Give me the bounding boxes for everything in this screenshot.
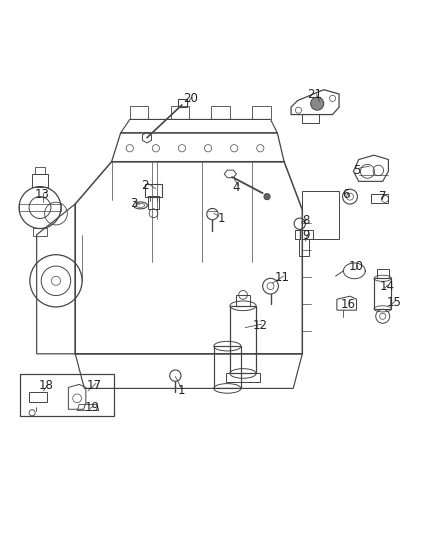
Text: 7: 7 [379,190,386,203]
Bar [35,167,45,174]
Text: 10: 10 [349,260,364,273]
Bar [212,106,230,119]
Circle shape [264,193,270,200]
Bar [33,228,46,236]
Text: 17: 17 [87,379,102,392]
Text: 14: 14 [380,280,395,293]
Text: 6: 6 [342,188,350,201]
Text: 9: 9 [303,229,310,243]
Text: 1: 1 [178,384,186,398]
Text: 19: 19 [85,401,100,414]
Text: 20: 20 [183,92,198,105]
Text: 1: 1 [217,212,225,225]
Bar [171,106,189,119]
Bar [19,204,61,211]
Text: 5: 5 [353,164,360,177]
Bar [29,392,46,402]
Text: 3: 3 [130,197,138,209]
Bar [377,269,389,278]
Bar [177,99,187,107]
Bar [32,174,48,187]
Bar [226,373,260,382]
Bar [374,278,392,309]
Text: 15: 15 [386,296,401,309]
Bar [148,196,159,209]
Bar [302,114,319,123]
Bar [130,106,148,119]
Bar [230,306,256,374]
Text: 13: 13 [35,188,49,201]
Circle shape [311,97,324,110]
Text: 11: 11 [275,271,290,284]
Text: 12: 12 [253,319,268,332]
Text: 16: 16 [340,298,355,311]
Bar [145,184,162,197]
Bar [20,374,114,416]
Bar [252,106,271,119]
Text: 4: 4 [233,181,240,195]
Bar [214,346,241,389]
Text: 2: 2 [141,179,148,192]
Bar [371,195,388,203]
Text: 8: 8 [303,214,310,227]
Text: 21: 21 [307,88,322,101]
Text: 18: 18 [39,379,54,392]
Bar [236,295,250,306]
